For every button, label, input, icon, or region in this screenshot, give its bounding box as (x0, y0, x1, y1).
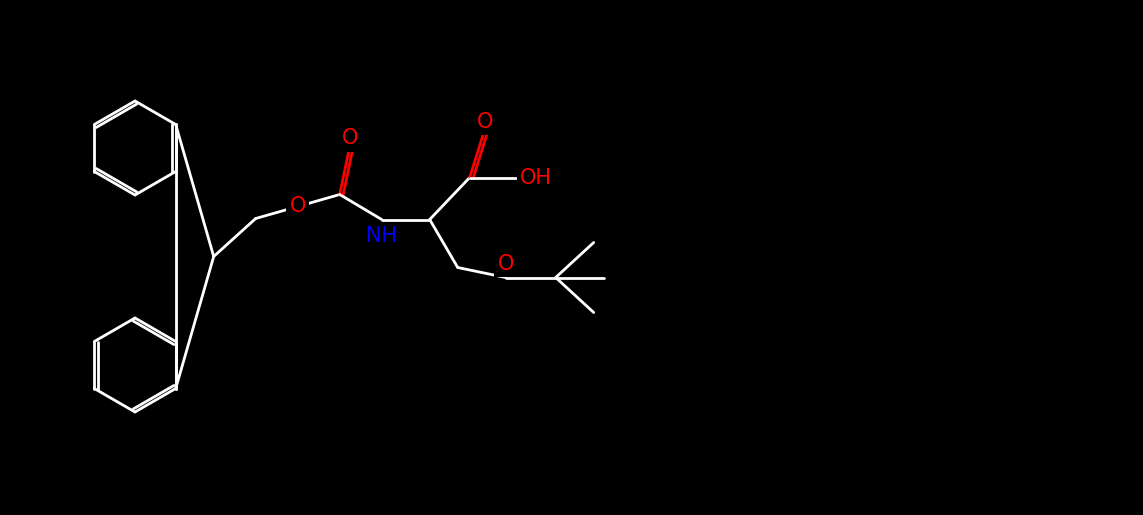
Text: O: O (497, 253, 514, 273)
Text: O: O (477, 112, 493, 131)
Text: NH: NH (366, 226, 398, 246)
Text: OH: OH (520, 167, 552, 187)
Text: O: O (342, 129, 358, 148)
Text: O: O (289, 197, 306, 216)
